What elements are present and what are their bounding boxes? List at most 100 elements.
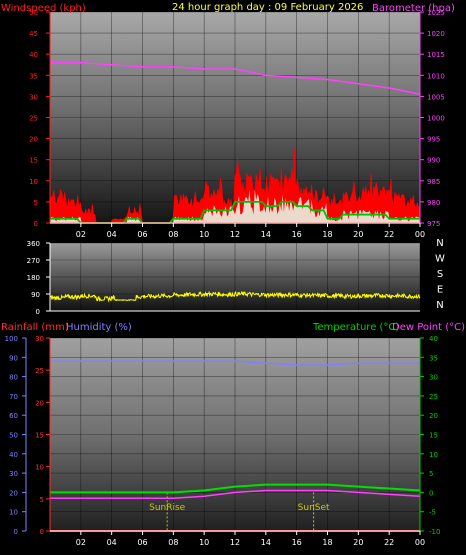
- wind-ytick-label: 0: [34, 220, 38, 228]
- temp-xtick-label: 20: [353, 538, 363, 547]
- wind-ytick-label: 10: [29, 178, 38, 186]
- humidity-ytick-label: 30: [9, 470, 18, 478]
- temp-xtick-label: 06: [137, 538, 147, 547]
- wind-xtick-label: 10: [199, 230, 209, 239]
- temp-xtick-label: 10: [199, 538, 209, 547]
- temp-ytick-label: 20: [429, 412, 438, 420]
- sun-marker-label: SunRise: [149, 503, 186, 513]
- compass-label: W: [435, 254, 445, 265]
- chart-title: 24 hour graph day : 09 February 2026: [172, 2, 363, 13]
- dir-ytick-label: 270: [27, 257, 40, 265]
- temp-xtick-label: 16: [292, 538, 302, 547]
- wind-ytick-label: 25: [29, 115, 38, 123]
- wind-ytick-label: 45: [29, 30, 38, 38]
- compass-label: S: [437, 269, 443, 280]
- wind-ytick-label: 50: [29, 9, 38, 17]
- dir-ytick-label: 0: [36, 308, 40, 316]
- humidity-ytick-label: 70: [9, 393, 18, 401]
- wind-xtick-label: 16: [292, 230, 302, 239]
- sun-marker-label: SunSet: [298, 503, 330, 513]
- temp-xtick-label: 02: [76, 538, 86, 547]
- temperature-line: [50, 483, 421, 494]
- temp-xtick-label: 04: [107, 538, 117, 547]
- axis-label-rainfall: Rainfall (mm): [1, 322, 69, 333]
- wind-direction-line: [49, 290, 421, 303]
- temp-ytick-label: 40: [429, 335, 438, 343]
- compass-label: N: [436, 238, 443, 249]
- wind-ytick-label: 15: [29, 157, 38, 165]
- wind-xtick-label: 14: [261, 230, 271, 239]
- rain-ytick-label: 5: [40, 496, 44, 504]
- rain-ytick-label: 20: [35, 399, 44, 407]
- baro-ytick-label: 1025: [427, 9, 445, 17]
- wind-ytick-label: 30: [29, 93, 38, 101]
- humidity-ytick-label: 40: [9, 451, 18, 459]
- wind-xtick-label: 00: [415, 230, 425, 239]
- wind-xtick-label: 04: [107, 230, 117, 239]
- dir-ytick-label: 90: [31, 291, 40, 299]
- temp-ytick-label: -10: [429, 528, 440, 536]
- wind-xtick-label: 12: [230, 230, 240, 239]
- axis-label-windspeed: Windspeed (kph): [1, 3, 86, 14]
- axis-label-dewpoint: Dew Point (°C): [392, 322, 465, 333]
- rain-ytick-label: 10: [35, 464, 44, 472]
- humidity-ytick-label: 90: [9, 354, 18, 362]
- baro-ytick-label: 980: [427, 199, 440, 207]
- humidity-ytick-label: 80: [9, 374, 18, 382]
- temp-ytick-label: 25: [429, 393, 438, 401]
- baro-ytick-label: 1000: [427, 115, 445, 123]
- temp-ytick-label: -5: [429, 509, 436, 517]
- dewpoint-line: [50, 489, 421, 499]
- baro-ytick-label: 1020: [427, 30, 445, 38]
- wind-ytick-label: 40: [29, 51, 38, 59]
- wind-ytick-label: 35: [29, 72, 38, 80]
- temp-xtick-label: 12: [230, 538, 240, 547]
- temp-ytick-label: 5: [429, 470, 433, 478]
- wind-low-area: [50, 189, 420, 223]
- wind-xtick-label: 18: [322, 230, 332, 239]
- humidity-ytick-label: 50: [9, 432, 18, 440]
- baro-ytick-label: 1005: [427, 93, 445, 101]
- axis-label-barometer: Barometer (hpa): [372, 3, 455, 14]
- humidity-ytick-label: 60: [9, 412, 18, 420]
- compass-label: N: [436, 300, 443, 311]
- humidity-ytick-label: 100: [5, 335, 18, 343]
- temp-xtick-label: 08: [168, 538, 178, 547]
- temp-ytick-label: 35: [429, 354, 438, 362]
- dir-ytick-label: 360: [27, 240, 40, 248]
- baro-ytick-label: 1015: [427, 51, 445, 59]
- axis-label-humidity: Humidity (%): [66, 322, 132, 333]
- rain-ytick-label: 0: [40, 528, 44, 536]
- temp-xtick-label: 22: [384, 538, 394, 547]
- humidity-ytick-label: 10: [9, 509, 18, 517]
- humidity-ytick-label: 0: [14, 528, 18, 536]
- wind-xtick-label: 20: [353, 230, 363, 239]
- wind-xtick-label: 08: [168, 230, 178, 239]
- baro-ytick-label: 975: [427, 220, 440, 228]
- temp-ytick-label: 30: [429, 374, 438, 382]
- compass-label: E: [437, 285, 443, 296]
- baro-ytick-label: 985: [427, 178, 440, 186]
- temp-ytick-label: 10: [429, 451, 438, 459]
- humidity-ytick-label: 20: [9, 489, 18, 497]
- dir-ytick-label: 180: [27, 274, 40, 282]
- temp-ytick-label: 0: [429, 489, 433, 497]
- temp-ytick-label: 15: [429, 432, 438, 440]
- wind-xtick-label: 02: [76, 230, 86, 239]
- rain-ytick-label: 30: [35, 335, 44, 343]
- humidity-line: [50, 360, 420, 366]
- temp-xtick-label: 18: [322, 538, 332, 547]
- temp-xtick-label: 14: [261, 538, 271, 547]
- baro-ytick-label: 1010: [427, 72, 445, 80]
- temp-xtick-label: 00: [415, 538, 425, 547]
- axis-label-temperature: Temperature (°C): [312, 322, 399, 333]
- baro-ytick-label: 995: [427, 136, 440, 144]
- barometer-line: [50, 61, 421, 96]
- rain-ytick-label: 25: [35, 367, 44, 375]
- wind-xtick-label: 22: [384, 230, 394, 239]
- rain-ytick-label: 15: [35, 432, 44, 440]
- wind-xtick-label: 06: [137, 230, 147, 239]
- wind-ytick-label: 20: [29, 136, 38, 144]
- wind-ytick-label: 5: [34, 199, 38, 207]
